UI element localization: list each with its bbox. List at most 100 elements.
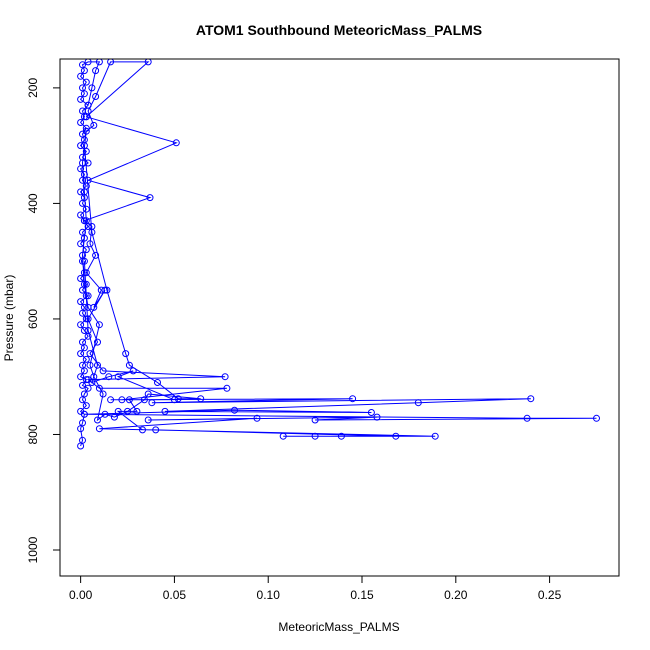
data-point <box>114 407 122 415</box>
data-point <box>124 407 131 415</box>
data-point <box>431 432 439 440</box>
data-point <box>311 432 319 440</box>
data-point <box>79 159 86 167</box>
data-point <box>593 414 600 422</box>
data-point <box>77 298 85 306</box>
data-point <box>92 251 100 259</box>
data-point <box>90 373 98 381</box>
data-point <box>103 286 111 294</box>
data-point <box>148 399 156 407</box>
data-point <box>125 396 133 404</box>
data-point <box>146 194 154 202</box>
data-point <box>107 59 115 66</box>
data-point <box>82 78 90 86</box>
x-tick-label: 0.20 <box>444 588 468 602</box>
data-point <box>86 240 94 248</box>
data-point <box>79 381 86 389</box>
series-2 <box>80 113 600 440</box>
data-point <box>77 142 85 150</box>
y-tick-label: 400 <box>26 193 40 213</box>
data-point <box>84 303 92 311</box>
data-point <box>84 315 92 323</box>
data-point <box>79 338 86 346</box>
data-point <box>144 416 152 424</box>
data-point <box>94 361 101 369</box>
data-point <box>279 432 287 440</box>
data-point <box>79 84 86 92</box>
data-point <box>82 355 90 363</box>
data-point <box>253 414 261 422</box>
data-point <box>80 390 88 398</box>
data-point <box>107 396 115 404</box>
data-point <box>88 84 96 92</box>
series-layer <box>77 59 600 450</box>
data-point <box>80 327 88 334</box>
data-point <box>95 384 103 392</box>
data-point <box>99 367 107 375</box>
data-point <box>139 426 146 434</box>
data-point <box>82 402 90 410</box>
data-point <box>311 416 319 424</box>
data-point <box>80 410 88 418</box>
data-point <box>110 413 118 421</box>
data-point <box>77 373 85 381</box>
data-point <box>77 119 85 126</box>
data-point <box>80 217 88 225</box>
data-point <box>77 321 85 329</box>
data-point <box>231 406 238 414</box>
data-point <box>337 432 345 440</box>
data-point <box>105 373 113 381</box>
plot-region <box>77 59 600 450</box>
data-point <box>221 373 229 381</box>
data-point <box>80 188 88 196</box>
data-point <box>84 327 92 334</box>
data-point <box>373 413 381 421</box>
data-point <box>95 59 103 66</box>
data-point <box>94 338 101 346</box>
data-point <box>94 416 101 424</box>
data-point <box>414 399 422 407</box>
data-point <box>82 217 90 225</box>
data-point <box>527 395 535 403</box>
data-point <box>140 396 148 404</box>
data-point <box>172 139 180 147</box>
data-point <box>122 350 130 358</box>
data-point <box>82 127 90 135</box>
data-point <box>77 211 85 219</box>
data-point <box>79 61 86 69</box>
data-point <box>92 93 100 100</box>
x-tick-label: 0.10 <box>257 588 281 602</box>
data-point <box>80 142 88 150</box>
y-axis-label: Pressure (mbar) <box>2 275 16 362</box>
data-point <box>88 228 96 236</box>
data-point <box>392 432 400 440</box>
data-point <box>95 425 103 433</box>
data-point <box>367 409 375 416</box>
data-point <box>101 410 109 418</box>
data-point <box>77 350 85 358</box>
x-axis-label: MeteoricMass_PALMS <box>278 620 399 634</box>
data-point <box>79 251 86 259</box>
data-point <box>161 407 169 415</box>
data-point <box>79 361 86 369</box>
data-point <box>125 361 133 369</box>
data-point <box>523 414 531 422</box>
y-axis: 200 400 600 800 1000 <box>26 78 61 563</box>
data-point <box>79 419 86 427</box>
data-point <box>84 384 92 392</box>
data-point <box>349 395 357 403</box>
data-point <box>84 59 92 66</box>
data-point <box>144 59 152 66</box>
x-axis: 0.00 0.05 0.10 0.15 0.20 0.25 <box>69 575 562 602</box>
data-point <box>82 113 90 121</box>
x-tick-label: 0.00 <box>69 588 93 602</box>
data-point <box>86 361 94 369</box>
data-point <box>77 95 85 103</box>
data-point <box>95 321 103 329</box>
data-point <box>133 407 141 415</box>
x-tick-label: 0.15 <box>350 588 374 602</box>
data-point <box>144 390 152 398</box>
data-point <box>92 67 100 75</box>
